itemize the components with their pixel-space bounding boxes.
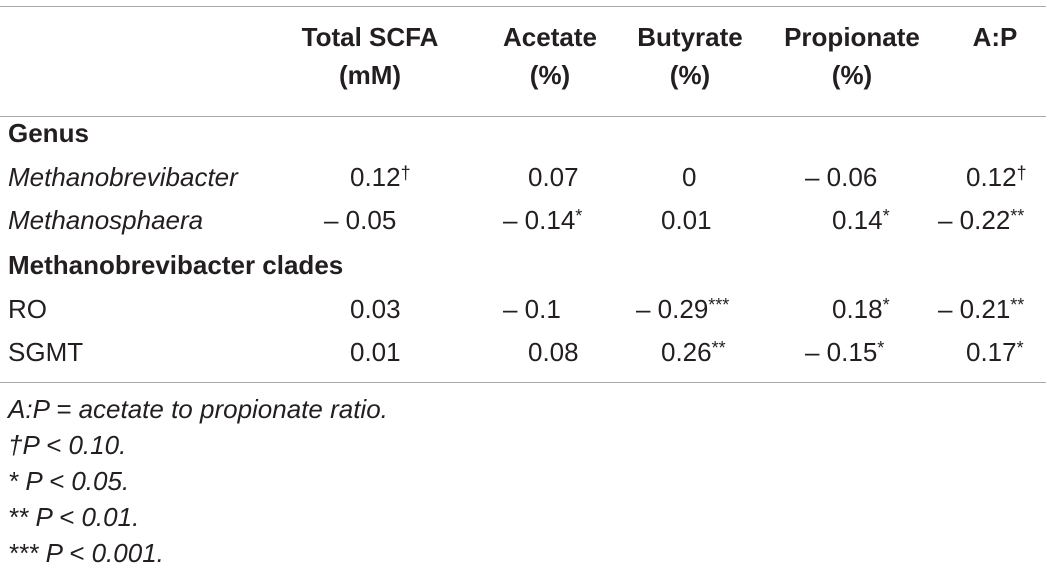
- cell-value: – 0.05: [324, 205, 397, 235]
- cell-value: 0.17: [966, 337, 1017, 367]
- header-line2: (%): [529, 60, 571, 90]
- section-title-genus: Genus: [8, 118, 89, 148]
- cell-mark: *: [1016, 338, 1024, 358]
- header-line2: (mM): [338, 60, 402, 90]
- cell-mark: *: [877, 338, 885, 358]
- cell-value: 0.14: [832, 205, 883, 235]
- table-cell: 0.01: [350, 337, 401, 368]
- header-butyrate: Butyrate (%): [625, 18, 755, 94]
- cell-value: – 0.21: [938, 294, 1011, 324]
- table-cell: 0.03: [350, 294, 401, 325]
- cell-value: 0.26: [661, 337, 712, 367]
- cell-value: – 0.15: [805, 337, 878, 367]
- header-rule: [0, 116, 1046, 117]
- table-cell: 0.18*: [832, 294, 890, 325]
- header-ap: A:P: [955, 18, 1035, 56]
- cell-value: – 0.14: [503, 205, 576, 235]
- table-cell: – 0.29***: [636, 294, 729, 325]
- cell-mark: **: [711, 338, 726, 358]
- cell-value: 0.12: [350, 162, 401, 192]
- cell-mark: *: [882, 295, 890, 315]
- section-title-clades: Methanobrevibacter clades: [8, 250, 344, 280]
- cell-value: 0.12: [966, 162, 1017, 192]
- footnote: * P < 0.05.: [8, 466, 130, 496]
- cell-mark: ***: [708, 295, 730, 315]
- footnote: †P < 0.10.: [8, 430, 127, 460]
- table-cell: – 0.05: [324, 205, 396, 236]
- table-cell: 0: [682, 162, 696, 193]
- cell-value: 0.07: [528, 162, 579, 192]
- cell-value: 0.03: [350, 294, 401, 324]
- header-line1: A:P: [972, 22, 1018, 52]
- cell-mark: **: [1010, 295, 1025, 315]
- table-cell: 0.07: [528, 162, 579, 193]
- header-acetate: Acetate (%): [490, 18, 610, 94]
- table-cell: 0.12†: [966, 162, 1027, 193]
- row-label: Methanobrevibacter: [8, 162, 238, 192]
- cell-value: – 0.29: [636, 294, 709, 324]
- table-cell: – 0.22**: [938, 205, 1024, 236]
- row-label: Methanosphaera: [8, 205, 204, 235]
- header-line1: Total SCFA: [301, 22, 439, 52]
- table-cell: – 0.06: [805, 162, 877, 193]
- header-line2: (%): [669, 60, 711, 90]
- table-cell: 0.08: [528, 337, 579, 368]
- cell-value: – 0.06: [805, 162, 878, 192]
- header-line1: Propionate: [784, 22, 920, 52]
- table-cell: 0.26**: [661, 337, 726, 368]
- cell-value: – 0.22: [938, 205, 1011, 235]
- footnote: *** P < 0.001.: [8, 538, 164, 568]
- header-line1: Acetate: [503, 22, 597, 52]
- cell-mark: †: [1016, 163, 1027, 183]
- cell-mark: †: [400, 163, 411, 183]
- cell-mark: **: [1010, 206, 1025, 226]
- table-cell: 0.01: [661, 205, 712, 236]
- table-cell: 0.14*: [832, 205, 890, 236]
- cell-mark: *: [575, 206, 583, 226]
- cell-value: 0.01: [350, 337, 401, 367]
- table-bottom-rule: [0, 382, 1046, 383]
- cell-value: 0.01: [661, 205, 712, 235]
- footnote: A:P = acetate to propionate ratio.: [8, 394, 388, 424]
- cell-mark: *: [882, 206, 890, 226]
- cell-value: 0.18: [832, 294, 883, 324]
- header-line1: Butyrate: [637, 22, 743, 52]
- table-cell: – 0.1: [503, 294, 561, 325]
- row-label: RO: [8, 294, 47, 324]
- table-cell: – 0.14*: [503, 205, 582, 236]
- row-label: SGMT: [8, 337, 84, 367]
- table-cell: – 0.21**: [938, 294, 1024, 325]
- table-cell: 0.12†: [350, 162, 411, 193]
- footnote: ** P < 0.01.: [8, 502, 140, 532]
- cell-value: 0: [682, 162, 697, 192]
- table-cell: – 0.15*: [805, 337, 884, 368]
- header-propionate: Propionate (%): [772, 18, 932, 94]
- table-cell: 0.17*: [966, 337, 1024, 368]
- cell-value: – 0.1: [503, 294, 561, 324]
- header-line2: (%): [831, 60, 873, 90]
- header-total-scfa: Total SCFA (mM): [290, 18, 450, 94]
- cell-value: 0.08: [528, 337, 579, 367]
- table-top-rule: [0, 6, 1046, 7]
